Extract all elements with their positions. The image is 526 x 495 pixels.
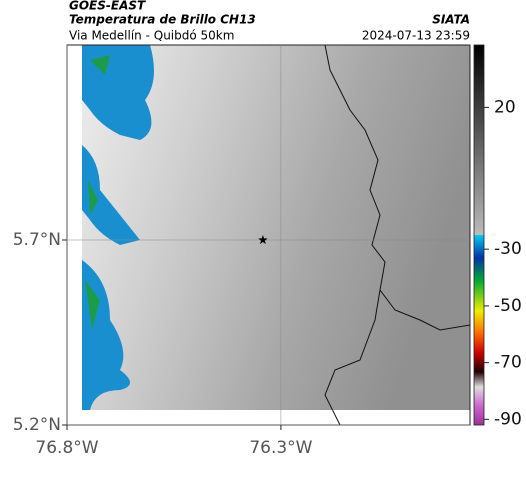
colorbar-tick-label: 20 <box>494 97 516 117</box>
colorbar <box>473 44 485 426</box>
lon-tick-label: 76.8°W <box>35 438 98 458</box>
colorbar-tick-label: -70 <box>494 353 522 373</box>
colorbar-tick-label: -90 <box>494 409 522 429</box>
colorbar-tick-label: -30 <box>494 239 522 259</box>
route: Via Medellín - Quibdó 50km <box>69 29 234 43</box>
lat-tick-label: 5.7°N <box>13 230 61 250</box>
satellite: GOES-EAST <box>69 0 146 13</box>
timestamp: 2024-07-13 23:59 <box>362 29 470 43</box>
lon-tick-label: 76.3°W <box>249 438 312 458</box>
lat-tick-label: 5.2°N <box>13 415 61 435</box>
product: Temperatura de Brillo CH13 <box>69 13 256 27</box>
imagery <box>67 45 470 425</box>
colorbar-tick-label: -50 <box>494 296 522 316</box>
source: SIATA <box>432 13 470 27</box>
location-marker <box>258 235 268 244</box>
